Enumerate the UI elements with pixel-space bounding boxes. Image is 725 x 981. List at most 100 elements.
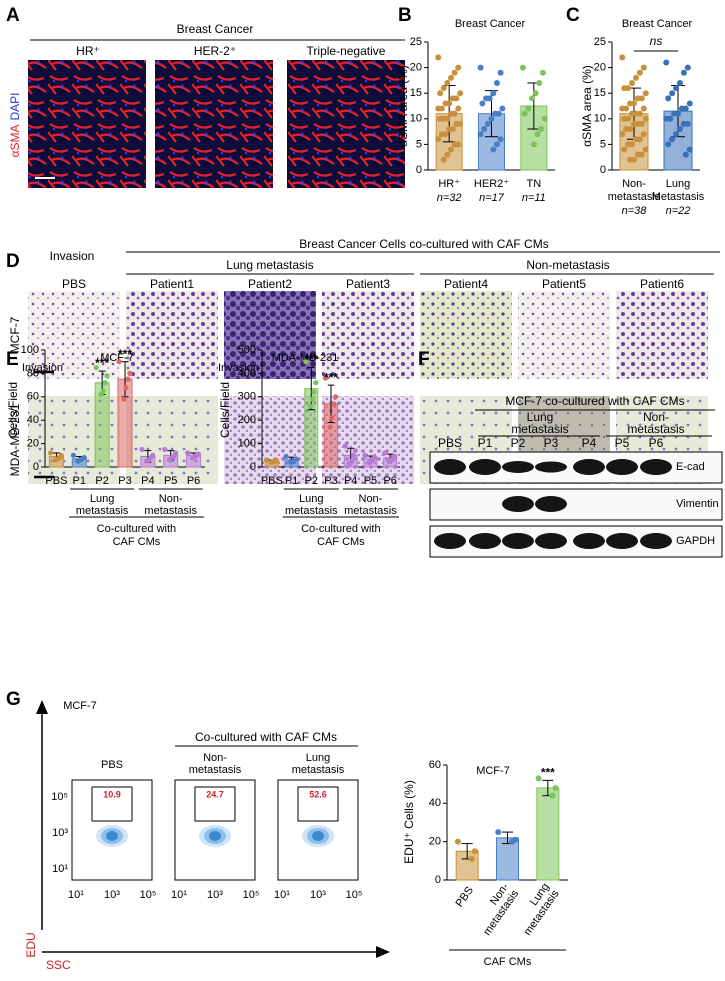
- panel-title: MCF-7 co-cultured with CAF CMs: [505, 394, 684, 408]
- x-tick-label: P6: [187, 475, 200, 487]
- panel-letter: C: [566, 5, 580, 26]
- stain-name: αSMA: [8, 125, 22, 158]
- group-label: metastasis: [285, 505, 338, 517]
- significance: ***: [304, 353, 318, 367]
- y-tick-label: 15: [410, 87, 422, 99]
- band: [502, 461, 534, 473]
- data-point: [669, 136, 676, 143]
- row-label: MDA-MB-231: [8, 403, 22, 476]
- y-tick-label: 60: [27, 391, 39, 403]
- data-point: [632, 136, 639, 143]
- gate: [91, 786, 133, 822]
- band-label: Vimentin: [676, 498, 719, 510]
- data-point: [665, 141, 672, 148]
- data-point: [663, 115, 670, 122]
- data-point: [493, 141, 500, 148]
- panel-letter: F: [418, 349, 430, 370]
- flow-density: [106, 831, 118, 841]
- y-tick-label: 300: [238, 391, 256, 403]
- y-tick-label: 5: [416, 138, 422, 150]
- x-tick-label: Non-: [622, 178, 646, 190]
- data-point: [185, 450, 191, 456]
- plot-label: metastasis: [292, 764, 345, 776]
- y-tick-label: 0: [33, 461, 39, 473]
- panel-letter: B: [398, 5, 412, 26]
- data-point: [125, 376, 131, 382]
- significance: ***: [95, 356, 109, 370]
- data-point: [444, 151, 451, 158]
- y-tick-label: 500: [238, 344, 256, 356]
- data-point: [640, 131, 647, 138]
- invasion-image: [518, 291, 610, 379]
- bar: [496, 837, 519, 881]
- group-label: metastasis: [627, 422, 684, 436]
- data-point: [342, 443, 348, 449]
- data-point: [444, 79, 451, 86]
- data-point: [451, 141, 458, 148]
- group-label: metastasis: [76, 505, 129, 517]
- chart-title: Breast Cancer: [455, 18, 526, 30]
- band: [535, 461, 567, 473]
- x-tick-label: 10³: [207, 889, 223, 901]
- data-point: [686, 100, 693, 107]
- data-point: [529, 95, 536, 102]
- data-point: [189, 455, 196, 461]
- stain-label: αSMA DAPI: [8, 93, 22, 158]
- panel-letter: A: [6, 5, 20, 26]
- blot: [429, 488, 723, 521]
- y-tick-label: 0: [600, 164, 606, 176]
- data-point: [479, 100, 486, 107]
- y-tick-label: 20: [594, 62, 606, 74]
- data-point: [629, 79, 636, 86]
- panel-letter: D: [6, 251, 20, 272]
- data-point: [629, 110, 636, 117]
- row-label: MCF-7: [8, 316, 22, 353]
- gate-value: 10.9: [103, 789, 121, 799]
- column-label: Triple-negative: [307, 44, 386, 58]
- chart-title: Breast Cancer: [622, 18, 693, 30]
- band: [469, 533, 501, 549]
- micrograph: [155, 60, 273, 188]
- data-point: [541, 115, 548, 122]
- y-tick-label: 0: [416, 164, 422, 176]
- y-tick-label: 10: [410, 113, 422, 125]
- data-point: [47, 450, 54, 456]
- data-point: [449, 95, 456, 102]
- data-point: [636, 69, 643, 76]
- n-label: n=32: [437, 192, 462, 204]
- group-label: Non-: [643, 410, 669, 424]
- data-point: [127, 370, 133, 376]
- column-label: PBS: [62, 277, 86, 291]
- y-tick-label: 25: [594, 36, 606, 48]
- data-point: [162, 446, 168, 453]
- data-point: [313, 380, 319, 386]
- n-label: n=17: [479, 192, 505, 204]
- y-axis-label: Cells/Field: [6, 382, 20, 438]
- n-label: n=11: [522, 192, 546, 204]
- data-point: [451, 69, 458, 76]
- data-point: [684, 64, 691, 71]
- data-point: [263, 457, 269, 463]
- lane-label: P6: [649, 436, 664, 450]
- data-point: [492, 110, 499, 117]
- data-point: [471, 848, 478, 855]
- panel-title: Breast Cancer: [177, 22, 254, 36]
- data-point: [631, 120, 637, 127]
- data-point: [477, 131, 484, 138]
- x-axis-label: Co-cultured with: [97, 523, 176, 535]
- band: [502, 533, 534, 549]
- panel-title: Breast Cancer Cells co-cultured with CAF…: [299, 237, 548, 251]
- data-point: [619, 131, 626, 138]
- data-point: [144, 458, 150, 464]
- data-point: [663, 59, 670, 66]
- data-point: [627, 100, 634, 107]
- data-point: [678, 105, 685, 112]
- gate-value: 24.7: [206, 789, 224, 799]
- significance: ***: [324, 370, 338, 384]
- lane-label: P4: [582, 436, 597, 450]
- y-tick-label: 100: [238, 438, 256, 450]
- data-point: [632, 74, 639, 81]
- data-point: [453, 120, 460, 127]
- x-tick-label: P1: [285, 475, 298, 487]
- group-label: Lung metastasis: [226, 258, 313, 272]
